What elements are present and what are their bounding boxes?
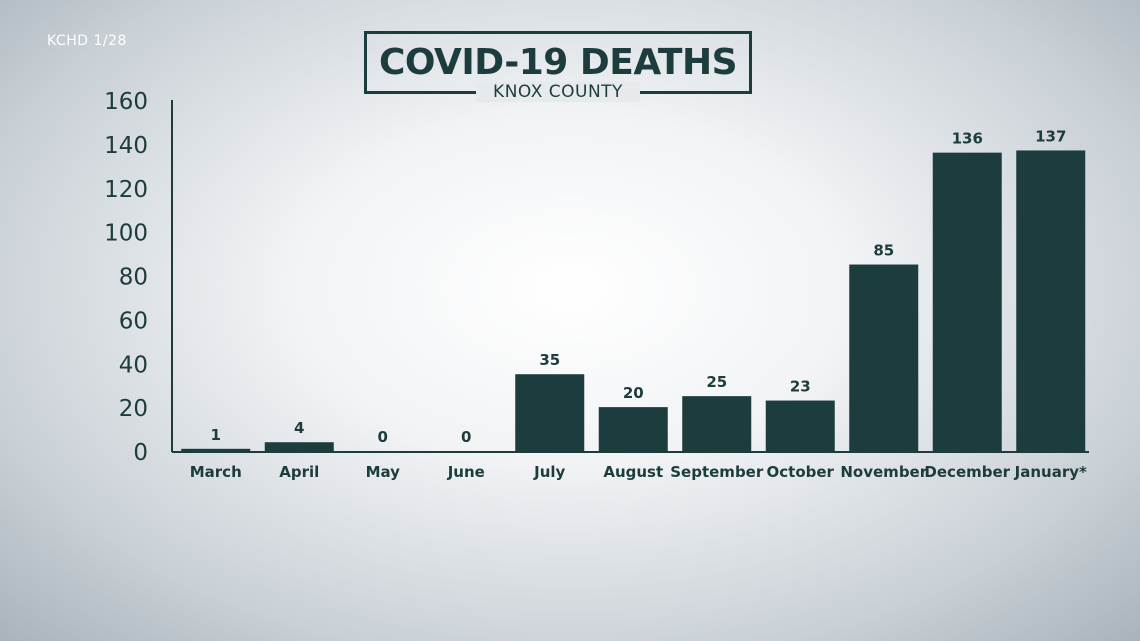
bar <box>765 400 835 451</box>
labels: 0 20 40 60 80 100 120 140 160 1 March 4 April 0 May 0 Ju… <box>104 89 1087 481</box>
value-label: 85 <box>873 242 894 260</box>
y-tick-label: 140 <box>104 133 148 159</box>
value-label: 137 <box>1035 127 1066 145</box>
category-label: December <box>924 463 1010 481</box>
chart-subtitle: KNOX COUNTY <box>476 82 640 102</box>
y-tick-label: 120 <box>104 177 148 203</box>
value-label: 25 <box>706 373 727 391</box>
y-tick-label: 60 <box>119 308 148 334</box>
bar <box>598 407 668 451</box>
bars <box>181 150 1086 452</box>
value-label: 23 <box>790 378 811 396</box>
value-label: 136 <box>952 130 983 148</box>
category-label: January* <box>1014 463 1087 481</box>
bar <box>849 264 919 451</box>
category-label: July <box>533 463 565 481</box>
category-label: March <box>190 463 242 481</box>
category-label: August <box>603 463 663 481</box>
value-label: 4 <box>294 419 304 437</box>
source-label: KCHD 1/28 <box>47 33 127 49</box>
y-tick-label: 20 <box>119 396 148 422</box>
category-label: November <box>840 463 927 481</box>
y-tick-label: 40 <box>119 352 148 378</box>
chart-title: COVID-19 DEATHS <box>378 42 738 83</box>
bar <box>932 152 1002 451</box>
y-tick-label: 160 <box>104 89 148 115</box>
category-label: April <box>279 463 319 481</box>
category-label: October <box>767 463 835 481</box>
bar <box>515 374 585 451</box>
category-label: September <box>670 463 764 481</box>
bar <box>264 442 334 451</box>
value-label: 1 <box>211 426 221 444</box>
bar <box>181 448 251 451</box>
value-label: 0 <box>461 428 471 446</box>
y-tick-label: 80 <box>119 265 148 291</box>
value-label: 0 <box>378 428 388 446</box>
value-label: 20 <box>623 384 644 402</box>
axes <box>171 100 1089 453</box>
y-tick-label: 0 <box>133 440 148 466</box>
category-label: May <box>366 463 401 481</box>
bar <box>682 396 752 451</box>
bar <box>1016 150 1086 452</box>
category-label: June <box>447 463 485 481</box>
value-label: 35 <box>539 351 560 369</box>
y-tick-label: 100 <box>104 221 148 247</box>
